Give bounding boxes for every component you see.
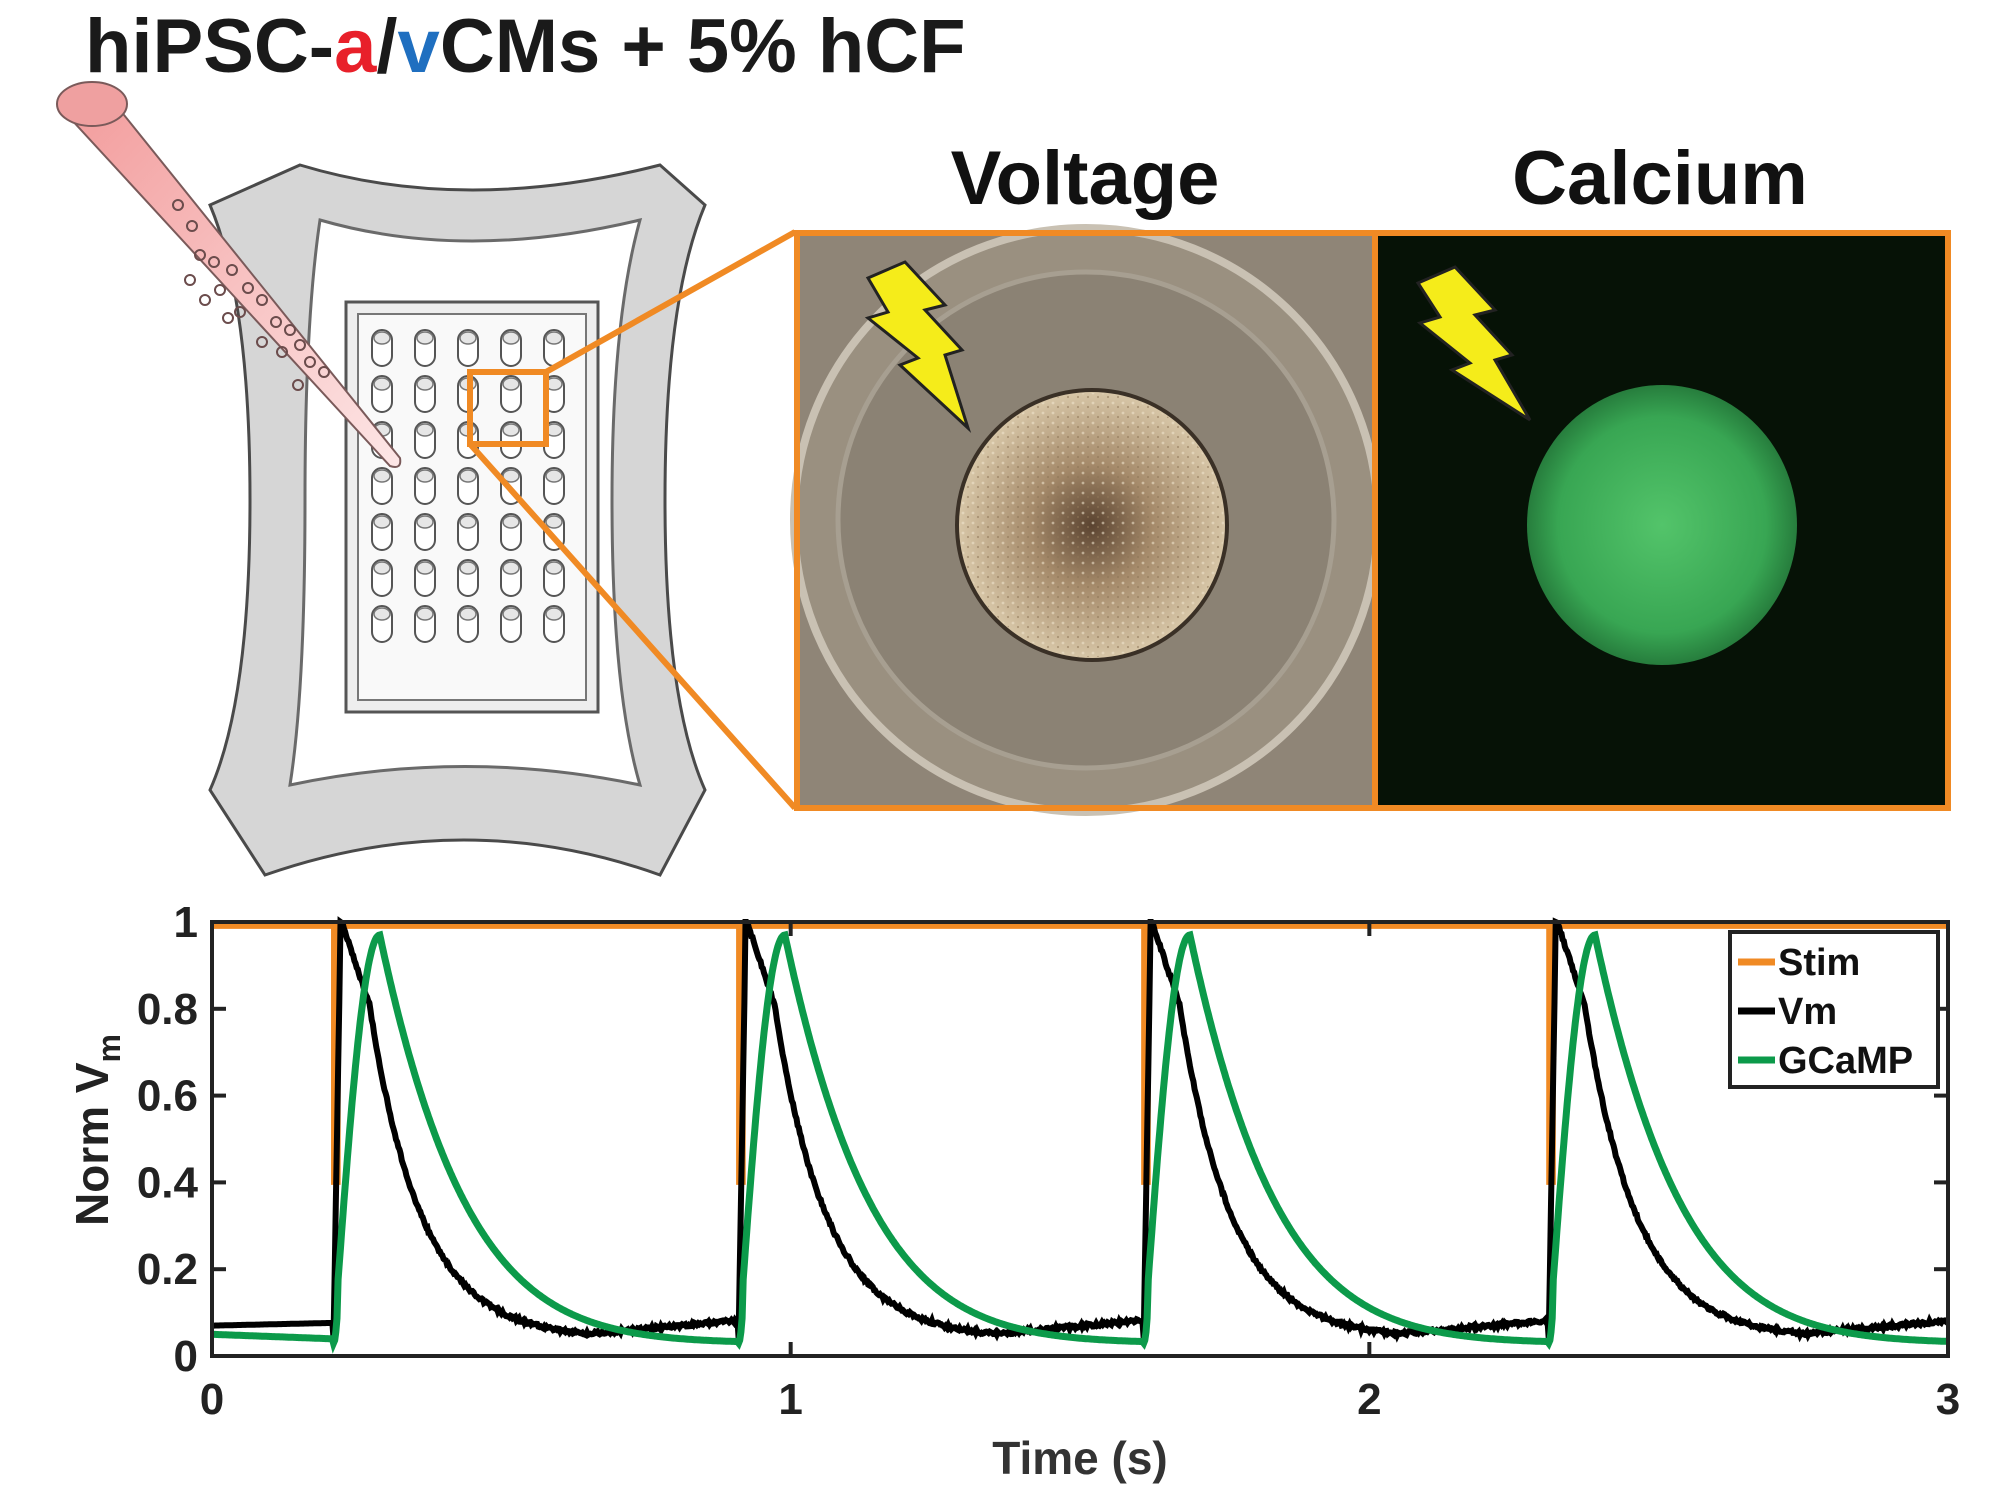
well-top <box>374 332 390 344</box>
title-ventricular-letter: v <box>398 4 440 89</box>
x-tick-label: 2 <box>1357 1375 1381 1424</box>
x-tick-label: 3 <box>1936 1375 1960 1424</box>
y-axis-label: Norm Vm <box>66 1034 127 1226</box>
well-top <box>503 516 519 528</box>
y-tick-label: 1 <box>174 898 198 947</box>
y-tick-label: 0.6 <box>137 1072 198 1121</box>
well-top <box>417 470 433 482</box>
voltage-label: Voltage <box>951 136 1220 221</box>
well-top <box>374 378 390 390</box>
x-axis-label: Time (s) <box>992 1432 1168 1484</box>
voltage-panel <box>794 228 1378 812</box>
cell-dot <box>200 295 210 305</box>
legend-stim-label: Stim <box>1778 942 1860 984</box>
dish-illustration <box>57 82 795 875</box>
well-top <box>503 378 519 390</box>
x-tick-label: 1 <box>778 1375 802 1424</box>
y-tick-label: 0.2 <box>137 1245 198 1294</box>
well-top <box>374 562 390 574</box>
well-top <box>503 608 519 620</box>
chart-legend: Stim Vm GCaMP <box>1730 932 1938 1087</box>
cell-dot <box>223 313 233 323</box>
title-suffix: CMs + 5% hCF <box>440 4 966 89</box>
well-top <box>503 332 519 344</box>
title-atrial-letter: a <box>334 4 377 89</box>
legend-vm-label: Vm <box>1778 991 1837 1033</box>
cell-dot <box>185 275 195 285</box>
y-tick-label: 0.4 <box>137 1158 199 1207</box>
well-top <box>417 378 433 390</box>
calcium-panel <box>1375 233 1948 808</box>
y-tick-label: 0.8 <box>137 985 198 1034</box>
well-top <box>546 562 562 574</box>
calcium-label: Calcium <box>1512 136 1808 221</box>
well-top <box>503 562 519 574</box>
well-top <box>417 516 433 528</box>
x-tick-label: 0 <box>200 1375 224 1424</box>
series-gcamp-line <box>212 935 1948 1343</box>
well-top <box>503 424 519 436</box>
series-vm-line <box>212 922 1948 1339</box>
y-axis-label-sub: m <box>91 1034 127 1062</box>
well-top <box>460 562 476 574</box>
chart-ticks: 0 1 2 3 0 0.2 0.4 0.6 0.8 1 <box>137 898 1960 1424</box>
well-top <box>546 332 562 344</box>
well-top <box>460 470 476 482</box>
well-top <box>374 516 390 528</box>
legend-gcamp-label: GCaMP <box>1778 1040 1913 1082</box>
title-slash: / <box>376 4 397 89</box>
well-top <box>460 516 476 528</box>
y-tick-label: 0 <box>174 1332 198 1381</box>
well-top <box>546 470 562 482</box>
well-top <box>374 470 390 482</box>
well-top <box>417 562 433 574</box>
well-top <box>417 608 433 620</box>
figure-title: hiPSC-a/vCMs + 5% hCF <box>85 4 966 89</box>
well-top <box>546 608 562 620</box>
figure-canvas: hiPSC-a/vCMs + 5% hCF Voltage Calcium <box>0 0 2000 1489</box>
well-top <box>460 332 476 344</box>
y-axis-label-main: Norm V <box>66 1062 118 1226</box>
well-top <box>546 516 562 528</box>
calcium-organoid <box>1527 385 1797 665</box>
title-prefix: hiPSC- <box>85 4 334 89</box>
well-top <box>374 608 390 620</box>
trace-chart: 0 1 2 3 0 0.2 0.4 0.6 0.8 1 Stim Vm GCaMP Time (s… <box>66 898 1960 1484</box>
cell-dot <box>215 285 225 295</box>
series-stim-line <box>212 926 1948 1182</box>
well-top <box>460 608 476 620</box>
well-top <box>417 424 433 436</box>
well-top <box>417 332 433 344</box>
